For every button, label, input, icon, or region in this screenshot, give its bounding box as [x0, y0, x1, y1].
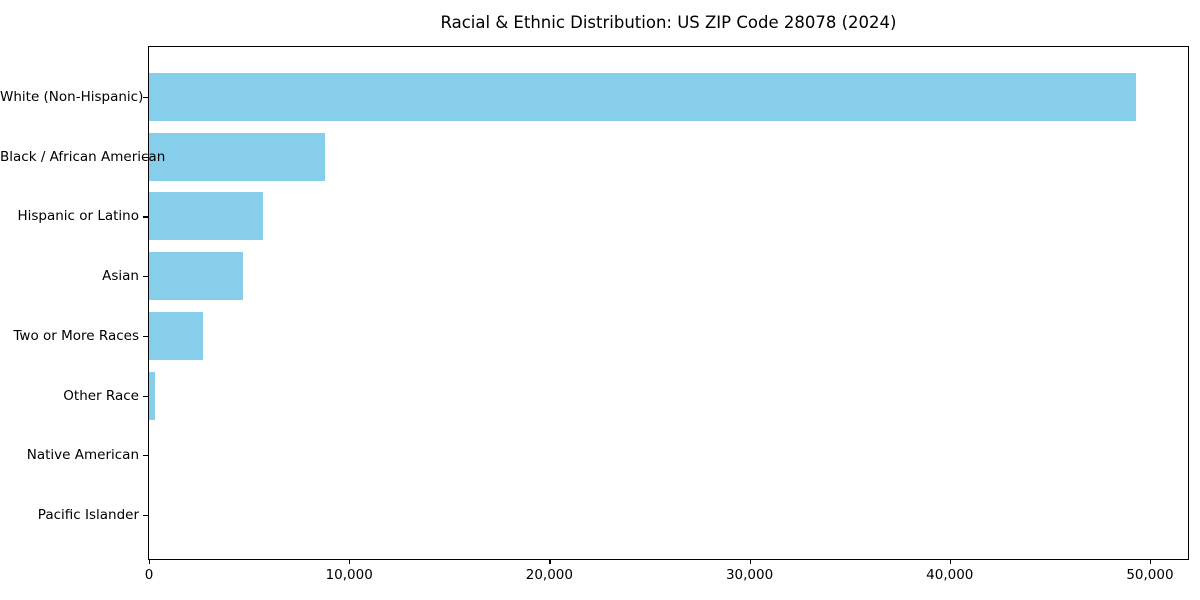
- y-tick-mark: [143, 395, 148, 397]
- bar: [149, 132, 326, 181]
- x-tick-label: 20,000: [525, 567, 573, 583]
- x-tick-mark: [349, 559, 351, 564]
- x-tick-mark: [1149, 559, 1152, 564]
- y-axis-label: White (Non-Hispanic): [0, 89, 144, 105]
- y-axis-label: Native American: [26, 447, 139, 464]
- y-tick-mark: [143, 455, 148, 457]
- plot-area: [148, 46, 1189, 560]
- x-tick-mark: [149, 559, 151, 564]
- x-tick-mark: [749, 559, 751, 564]
- y-tick-mark: [143, 156, 148, 158]
- y-tick-mark: [143, 216, 148, 218]
- bar: [149, 73, 1136, 121]
- x-tick-mark: [549, 559, 551, 564]
- y-tick-mark: [143, 514, 148, 517]
- bar: [149, 192, 264, 241]
- y-axis-label: Other Race: [63, 387, 139, 404]
- bar: [149, 252, 244, 301]
- y-axis-label: Two or More Races: [13, 327, 139, 344]
- x-tick-label: 0: [144, 567, 154, 583]
- y-axis-label: Pacific Islander: [37, 506, 139, 523]
- x-tick-label: 40,000: [926, 567, 974, 583]
- y-tick-mark: [143, 276, 148, 278]
- x-tick-label: 50,000: [1126, 567, 1174, 583]
- x-tick-label: 10,000: [325, 567, 373, 583]
- y-axis-label: Asian: [102, 268, 139, 285]
- x-tick-mark: [949, 559, 951, 564]
- y-tick-mark: [143, 97, 148, 99]
- chart-title: Racial & Ethnic Distribution: US ZIP Cod…: [440, 13, 897, 32]
- y-tick-mark: [143, 335, 148, 338]
- bar: [149, 371, 155, 420]
- x-tick-label: 30,000: [725, 567, 774, 583]
- y-axis-label: Hispanic or Latino: [17, 208, 139, 225]
- bar: [149, 311, 204, 360]
- y-axis-label: Black / African American: [0, 148, 166, 165]
